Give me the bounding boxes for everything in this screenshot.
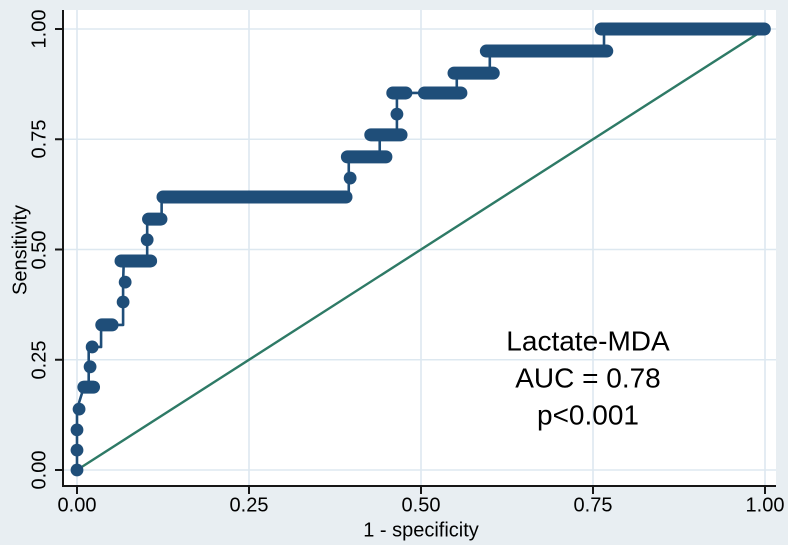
roc-marker xyxy=(70,443,84,457)
roc-marker xyxy=(140,233,154,247)
x-tick-label: 1.00 xyxy=(745,494,785,517)
roc-marker xyxy=(116,295,130,309)
y-tick-label: 0.75 xyxy=(28,119,51,159)
y-tick-label: 0.00 xyxy=(28,450,51,490)
x-tick-label: 0.00 xyxy=(57,494,97,517)
x-tick-label: 0.25 xyxy=(229,494,269,517)
y-tick-label: 0.25 xyxy=(28,340,51,380)
roc-marker xyxy=(70,463,84,477)
roc-marker xyxy=(72,402,86,416)
x-tick-label: 0.75 xyxy=(573,494,613,517)
roc-marker xyxy=(70,423,84,437)
roc-marker xyxy=(83,360,97,374)
annotation-auc-value: AUC = 0.78 xyxy=(515,362,661,394)
annotation: Lactate-MDA AUC = 0.78 p<0.001 xyxy=(506,323,669,434)
roc-marker xyxy=(343,171,357,185)
annotation-p-value: p<0.001 xyxy=(537,399,639,431)
annotation-series-label: Lactate-MDA xyxy=(506,325,670,357)
x-tick-label: 0.50 xyxy=(401,494,441,517)
y-tick-label: 0.50 xyxy=(28,230,51,269)
x-axis-title: 1 - specificity xyxy=(363,519,479,542)
roc-marker xyxy=(118,275,132,289)
reference-line xyxy=(76,27,766,472)
roc-marker xyxy=(390,107,404,121)
y-tick-label: 1.00 xyxy=(28,9,51,49)
roc-marker xyxy=(85,340,99,354)
